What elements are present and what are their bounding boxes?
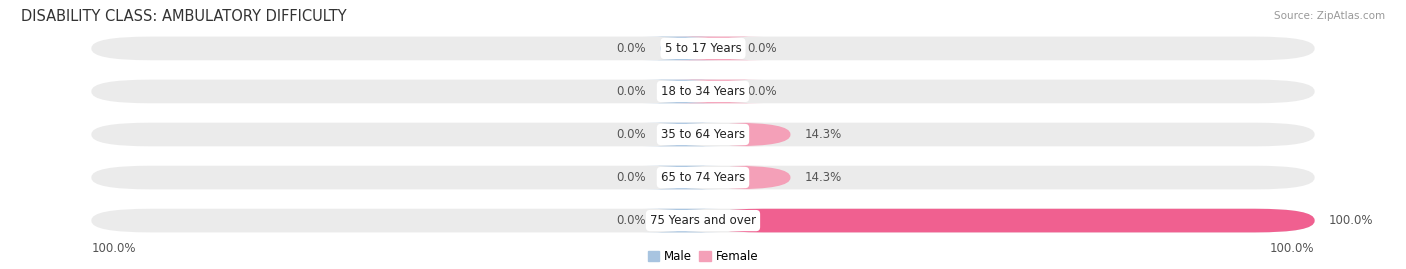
FancyBboxPatch shape (703, 123, 790, 146)
Text: 100.0%: 100.0% (1270, 242, 1315, 255)
Text: 14.3%: 14.3% (804, 171, 842, 184)
FancyBboxPatch shape (91, 123, 1315, 146)
FancyBboxPatch shape (91, 80, 1315, 103)
Text: 0.0%: 0.0% (748, 85, 778, 98)
Text: 0.0%: 0.0% (616, 85, 647, 98)
FancyBboxPatch shape (644, 37, 720, 60)
FancyBboxPatch shape (703, 209, 1315, 232)
Text: DISABILITY CLASS: AMBULATORY DIFFICULTY: DISABILITY CLASS: AMBULATORY DIFFICULTY (21, 9, 347, 24)
Text: 14.3%: 14.3% (804, 128, 842, 141)
FancyBboxPatch shape (644, 123, 720, 146)
Legend: Male, Female: Male, Female (648, 250, 758, 263)
FancyBboxPatch shape (675, 80, 762, 103)
Text: 65 to 74 Years: 65 to 74 Years (661, 171, 745, 184)
Text: 0.0%: 0.0% (748, 42, 778, 55)
FancyBboxPatch shape (675, 37, 762, 60)
Text: 0.0%: 0.0% (616, 128, 647, 141)
FancyBboxPatch shape (644, 209, 720, 232)
Text: 75 Years and over: 75 Years and over (650, 214, 756, 227)
FancyBboxPatch shape (644, 80, 720, 103)
Text: 5 to 17 Years: 5 to 17 Years (665, 42, 741, 55)
FancyBboxPatch shape (91, 209, 1315, 232)
Text: 100.0%: 100.0% (91, 242, 136, 255)
Text: 0.0%: 0.0% (616, 171, 647, 184)
FancyBboxPatch shape (91, 166, 1315, 189)
FancyBboxPatch shape (703, 166, 790, 189)
Text: Source: ZipAtlas.com: Source: ZipAtlas.com (1274, 11, 1385, 21)
Text: 18 to 34 Years: 18 to 34 Years (661, 85, 745, 98)
Text: 0.0%: 0.0% (616, 42, 647, 55)
Text: 0.0%: 0.0% (616, 214, 647, 227)
FancyBboxPatch shape (91, 37, 1315, 60)
Text: 35 to 64 Years: 35 to 64 Years (661, 128, 745, 141)
FancyBboxPatch shape (644, 166, 720, 189)
Text: 100.0%: 100.0% (1329, 214, 1374, 227)
